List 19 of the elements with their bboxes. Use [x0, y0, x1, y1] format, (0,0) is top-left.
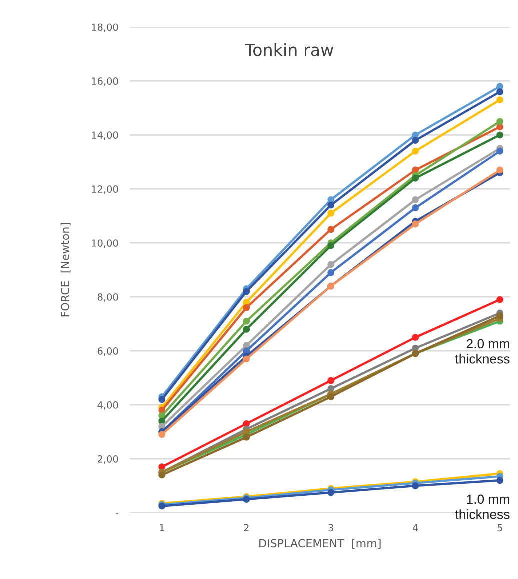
y-axis-title: FORCE [Newton]: [60, 223, 71, 317]
x-tick-label: 5: [498, 524, 502, 532]
y-tick-label: 8,00: [98, 294, 118, 302]
annotation: 2.0 mm thickness: [455, 339, 510, 364]
y-tick-label: 12,00: [92, 186, 118, 194]
annotation: 1.0 mm thickness: [455, 494, 510, 520]
x-tick-label: 3: [328, 524, 334, 532]
y-tick-label: 14,00: [92, 132, 118, 140]
x-axis-title: DISPLACEMENT [mm]: [260, 539, 381, 549]
y-tick-label: 10,00: [92, 240, 118, 248]
text: Tonkin raw: [245, 43, 334, 56]
y-tick-label: 2,00: [98, 455, 118, 464]
y-tick-label: 16,00: [92, 78, 118, 86]
x-tick-label: 2: [244, 524, 249, 532]
y-tick-label: 4,00: [98, 402, 118, 410]
x-tick-label: 4: [412, 524, 418, 532]
y-tick-label: 6,00: [98, 348, 118, 356]
y-tick-label: 18,00: [92, 24, 118, 32]
x-tick-label: 1: [160, 524, 164, 532]
